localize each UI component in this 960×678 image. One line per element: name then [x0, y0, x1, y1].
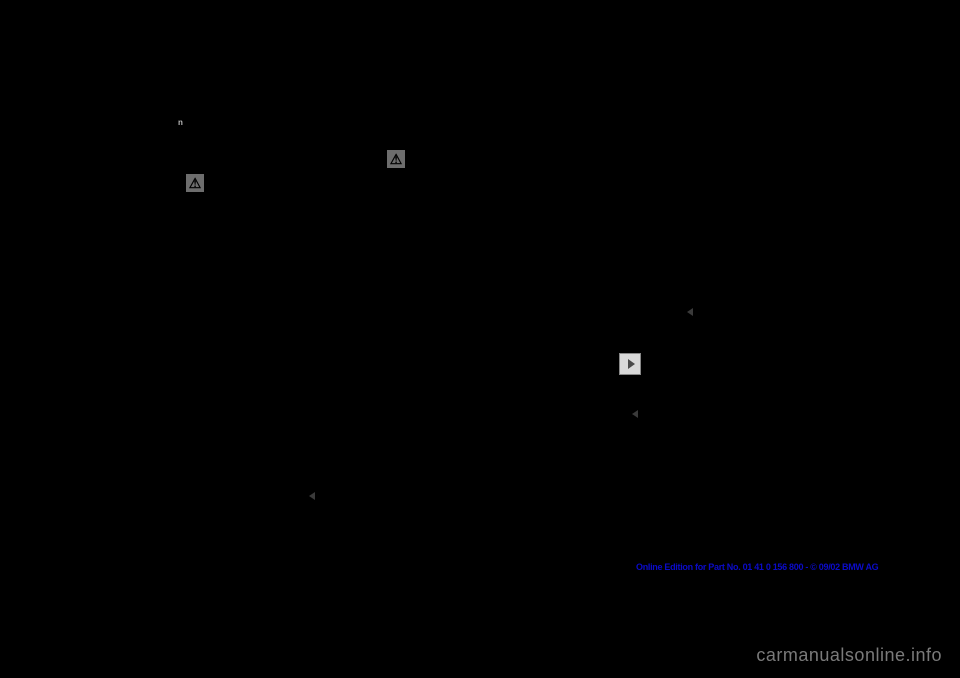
- footer-link[interactable]: Online Edition for Part No. 01 41 0 156 …: [636, 562, 878, 572]
- watermark: carmanualsonline.info: [756, 645, 942, 666]
- play-icon: [619, 353, 641, 375]
- char-mark: n: [178, 118, 183, 127]
- warning-icon: [186, 174, 204, 192]
- warning-icon: [387, 150, 405, 168]
- arrow-left-icon: [687, 308, 693, 316]
- arrow-left-icon: [632, 410, 638, 418]
- arrow-left-icon: [309, 492, 315, 500]
